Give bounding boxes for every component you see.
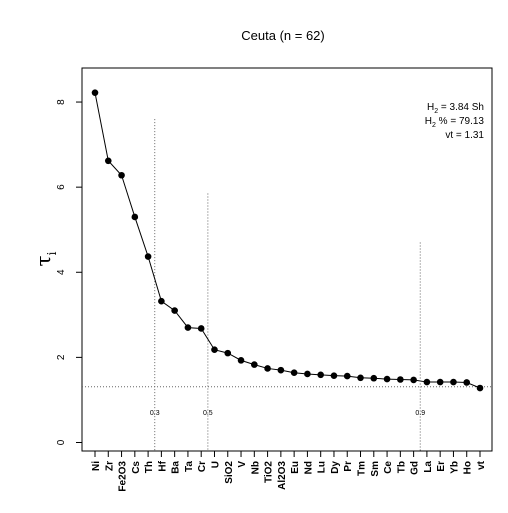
x-tick-label: Al2O3 [277,461,288,490]
x-tick-label: TiO2 [264,461,275,483]
x-tick-label: Ba [171,461,182,474]
annotation-text: H2 = 3.84 Sh [427,102,484,115]
x-tick-label: vt [476,460,487,470]
data-point [370,374,378,382]
x-tick-label: Zr [104,461,115,471]
data-point [131,213,139,221]
data-point [330,372,338,379]
plot-frame [81,67,493,452]
data-point [463,379,471,386]
x-tick-label: Pr [343,461,354,472]
data-point [397,376,404,383]
x-tick-label: Lu [317,461,328,473]
y-tick-label: 6 [56,184,67,190]
data-point [171,307,178,314]
x-tick-label: Gd [410,461,421,475]
data-point [476,384,484,392]
data-point [436,378,444,386]
data-point [144,253,152,260]
data-point [343,372,351,380]
series-line [94,92,481,389]
x-tick-label: Ce [383,461,394,474]
data-point [383,375,391,383]
x-tick-label: Nd [303,461,314,474]
data-point [357,374,364,382]
data-point [224,349,232,357]
data-point [251,361,258,368]
y-tick-label: 8 [56,99,67,105]
data-point [290,369,298,376]
data-point [277,366,285,374]
y-axis-label: τi [31,251,59,266]
chart-title: Ceuta (n = 62) [241,28,324,43]
x-tick-label: Yb [449,461,460,474]
data-point [211,346,218,354]
data-point [304,370,311,378]
x-tick-label: U [210,461,221,468]
x-tick-label: Hf [157,460,168,471]
data-point [118,171,125,179]
data-point [184,324,192,331]
data-point [264,365,271,372]
x-tick-label: Ta [184,461,195,472]
y-tick-label: 2 [56,354,67,360]
data-point [317,371,324,379]
x-tick-label: Fe2O3 [118,461,129,492]
x-tick-label: Ni [91,461,102,471]
x-tick-label: Sm [370,461,381,477]
vertical-threshold-label: 0.5 [203,410,213,417]
x-tick-label: Nb [250,461,261,474]
x-tick-label: V [237,461,248,468]
annotation-text: vt = 1.31 [445,130,484,141]
x-tick-label: Ho [463,461,474,474]
data-point [158,297,165,305]
data-point [410,376,417,384]
data-point [91,89,99,96]
vertical-threshold-label: 0.9 [415,410,425,417]
x-tick-label: Th [144,461,155,473]
x-tick-label: Dy [330,461,341,474]
data-point [197,325,205,332]
data-point [423,378,431,386]
vertical-threshold-label: 0.3 [150,410,160,417]
x-tick-label: Er [436,461,447,472]
data-point [450,378,457,386]
x-tick-label: Eu [290,461,301,474]
x-tick-label: Cs [131,461,142,474]
data-point [237,357,245,364]
x-tick-label: Tb [396,461,407,473]
x-tick-label: Tm [357,461,368,476]
x-tick-label: Cr [197,461,208,472]
x-tick-label: La [423,461,434,473]
data-point [104,157,112,165]
y-tick-label: 4 [56,269,67,275]
x-tick-label: SiO2 [224,461,235,484]
y-tick-label: 0 [56,439,67,445]
annotation-text: H2 % = 79.13 [425,116,485,129]
